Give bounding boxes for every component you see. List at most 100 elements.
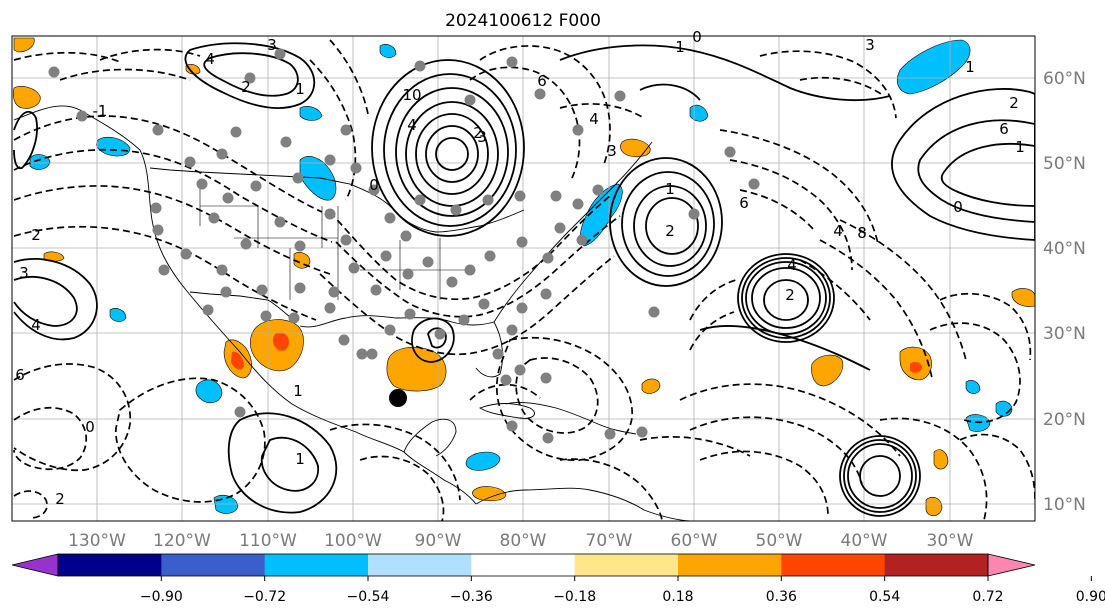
contour-label: 2 (785, 286, 795, 304)
lon-label: 50°W (756, 531, 803, 551)
lat-label: 40°N (1043, 239, 1086, 259)
border-states-2 (199, 186, 470, 300)
lon-label: 30°W (927, 531, 974, 551)
negative-anomaly-atl3 (965, 380, 981, 394)
contour-label: 3 (865, 36, 875, 54)
positive-anomaly-nw (12, 86, 41, 109)
contour-label: 4 (589, 110, 599, 128)
colorbar-segment (884, 554, 989, 576)
colorbar-tick-label: −0.54 (347, 589, 390, 605)
contour-label: 3 (267, 36, 277, 54)
positive-anomaly-atl5 (933, 449, 949, 470)
contours-solid (13, 42, 1035, 517)
map-frame (11, 35, 1036, 522)
contour-label: 2 (473, 124, 483, 142)
negative-anomaly-atl2 (995, 400, 1013, 417)
contour-label: 4 (31, 316, 41, 334)
map-title: 2024100612 F000 (445, 11, 601, 31)
colorbar-tick-label: −0.36 (450, 589, 493, 605)
lon-label: 110°W (239, 531, 297, 551)
colorbar-tick-label: −0.18 (553, 589, 596, 605)
colorbar: −0.90 −0.72 −0.54 −0.36 −0.18 0.18 0.36 0.54 0.7… (11, 553, 1105, 605)
lon-label: 40°W (841, 531, 888, 551)
colorbar-segment (58, 554, 162, 576)
contour-label: 4 (833, 222, 843, 240)
contour-label: 1 (665, 180, 675, 198)
coastlines (13, 105, 691, 521)
coastline-west-north-america (13, 105, 477, 505)
colorbar-segment (678, 554, 782, 576)
contour-label: 3 (477, 128, 487, 146)
lon-label: 80°W (500, 531, 547, 551)
lat-label: 20°N (1043, 410, 1086, 430)
contour-label: 6 (537, 72, 547, 90)
positive-anomaly-atl3 (641, 378, 661, 394)
contour-label: 1 (295, 450, 305, 468)
positive-anomaly-east (1011, 288, 1035, 307)
contour-label: 8 (857, 224, 867, 242)
contours-dashed (13, 39, 1035, 521)
contour-label: 1 (1015, 138, 1025, 156)
colorbar-tick-label: −0.90 (140, 589, 183, 605)
contour-label: 3 (19, 264, 29, 282)
negative-anomaly-lab (689, 104, 709, 122)
contour-label: 1 (965, 58, 975, 76)
coastline-east-north-america (493, 141, 653, 323)
shading-fields (12, 37, 1035, 517)
lon-label: 100°W (324, 531, 382, 551)
contour-label: 1 (675, 38, 685, 56)
positive-anomaly-newfoundland (620, 138, 651, 158)
colorbar-segment (368, 554, 472, 576)
lon-label: 130°W (68, 531, 126, 551)
contour-label: 6 (739, 194, 749, 212)
lat-label: 10°N (1043, 495, 1086, 515)
positive-anomaly-nw2 (13, 37, 35, 53)
lat-label: 30°N (1043, 324, 1086, 344)
negative-anomaly-east1 (379, 44, 397, 58)
contour-label: 1 (295, 80, 305, 98)
contour-label: 3 (607, 142, 617, 160)
strong-anomaly-atl2 (910, 361, 922, 373)
contour-label: 2 (55, 490, 65, 508)
colorbar-tick-label: 0.36 (766, 589, 797, 605)
colorbar-tick-label: 0.90 (1076, 589, 1105, 605)
negative-anomaly-greenland (897, 39, 971, 95)
strong-anomaly-mexico (272, 332, 289, 351)
colorbar-tick-label: 0.72 (972, 589, 1003, 605)
contour-label: 2 (241, 78, 251, 96)
contour-label: 0 (369, 176, 379, 194)
positive-anomaly-atl4 (925, 496, 943, 517)
contour-label: 10 (402, 86, 421, 104)
lat-label: 60°N (1043, 69, 1086, 89)
contour-label: 4 (205, 50, 215, 68)
positive-anomaly-gulf (386, 347, 447, 392)
lon-label: 120°W (153, 531, 211, 551)
colorbar-extend-low (11, 553, 59, 577)
colorbar-segment (471, 554, 576, 576)
negative-anomaly-hudson (299, 106, 323, 121)
lat-label: 50°N (1043, 154, 1086, 174)
colorbar-tick-label: 0.54 (869, 589, 900, 605)
colorbar-extend-high (987, 553, 1036, 577)
lon-label: 90°W (415, 531, 462, 551)
colorbar-segment (264, 554, 369, 576)
map-panel (12, 36, 1035, 521)
colorbar-segment (574, 554, 679, 576)
contour-label: 6 (999, 120, 1009, 138)
lon-label: 70°W (586, 531, 633, 551)
positive-anomaly-ne (185, 64, 201, 75)
contour-label: 1 (293, 382, 303, 400)
strong-anomaly-baja (231, 351, 244, 370)
colorbar-segment (781, 554, 886, 576)
coastline-yucatan (403, 418, 457, 457)
contour-label: 4 (787, 256, 797, 274)
contour-label: 0 (692, 28, 702, 46)
contour-label: 2 (665, 222, 675, 240)
colorbar-frame (57, 553, 989, 577)
colorbar-tick-label: 0.18 (662, 589, 693, 605)
storm-center-marker (389, 389, 407, 407)
contour-label: -1 (93, 102, 108, 120)
lon-label: 60°W (671, 531, 718, 551)
colorbar-tick-label: −0.72 (243, 589, 286, 605)
